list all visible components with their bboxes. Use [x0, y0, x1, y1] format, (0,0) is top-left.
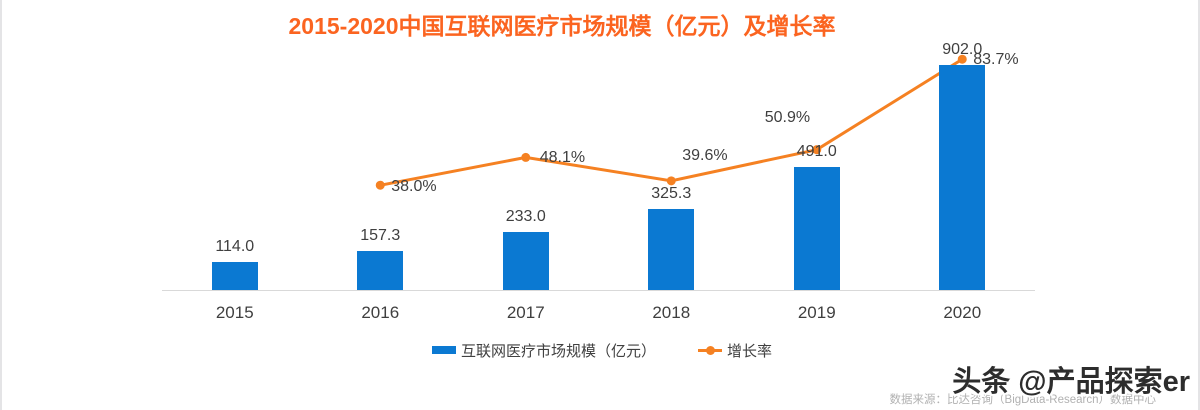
- bar-value-label: 233.0: [505, 207, 546, 225]
- growth-rate-label: 83.7%: [973, 51, 1019, 69]
- legend: 互联网医疗市场规模（亿元） 增长率: [2, 339, 1198, 361]
- x-axis-label: 2015: [215, 303, 254, 322]
- x-axis-label: 2017: [506, 303, 545, 322]
- watermark: 头条 @产品探索er: [952, 366, 1190, 398]
- x-axis-label: 2018: [652, 303, 691, 322]
- x-axis-label: 2019: [797, 303, 836, 322]
- bar-2016: [357, 250, 404, 290]
- growth-rate-label: 38.0%: [391, 178, 437, 196]
- bar-value-label: 325.3: [651, 184, 692, 202]
- line-point-2016: [375, 180, 385, 190]
- data-source-note: 数据来源：比达咨询（BigData-Research）数据中心: [889, 394, 1156, 406]
- legend-label-growth-rate: 增长率: [727, 342, 773, 360]
- x-axis-label: 2016: [361, 303, 400, 322]
- bar-2018: [648, 208, 695, 290]
- line-series-swatch: [698, 345, 722, 355]
- legend-item-growth-rate: 增长率: [698, 340, 772, 361]
- legend-label-market-size: 互联网医疗市场规模（亿元）: [460, 342, 656, 360]
- bar-2020: [939, 64, 986, 290]
- legend-item-market-size: 互联网医疗市场规模（亿元）: [431, 340, 656, 361]
- growth-rate-label: 50.9%: [764, 108, 811, 126]
- chart-title: 2015-2020中国互联网医疗市场规模（亿元）及增长率: [288, 13, 836, 39]
- bar-series-swatch: [431, 346, 456, 354]
- bar-2017: [502, 231, 549, 290]
- growth-rate-label: 39.6%: [682, 146, 728, 164]
- x-axis-line: [162, 290, 1035, 291]
- bar-2015: [211, 261, 258, 290]
- bar-value-label: 902.0: [942, 40, 983, 58]
- growth-rate-label: 48.1%: [539, 149, 586, 167]
- bar-value-label: 157.3: [360, 226, 401, 244]
- line-point-2017: [521, 152, 531, 162]
- bar-value-label: 491.0: [796, 143, 837, 161]
- bar-2019: [793, 167, 840, 290]
- bar-value-label: 114.0: [215, 237, 255, 255]
- x-axis-label: 2020: [943, 303, 982, 322]
